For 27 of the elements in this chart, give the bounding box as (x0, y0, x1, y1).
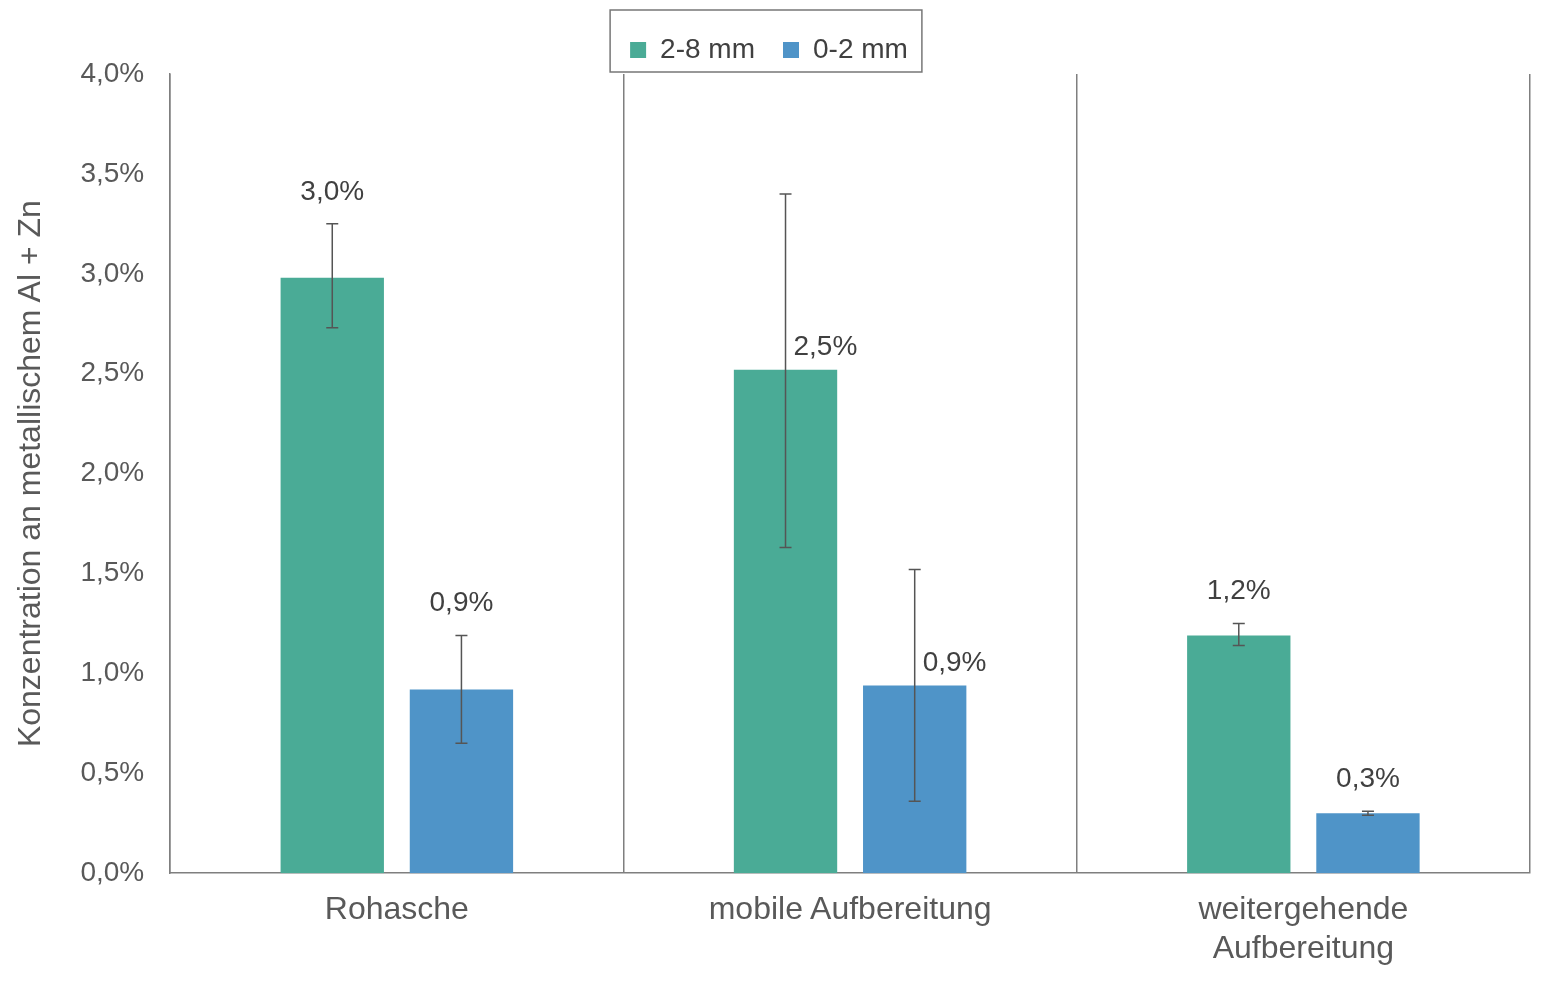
data-label: 0,3% (1336, 761, 1400, 793)
x-tick-label: mobile Aufbereitung (708, 890, 992, 927)
y-tick-label: 0,5% (80, 756, 145, 788)
legend-label: 0-2 mm (813, 32, 908, 64)
y-tick-label: 1,5% (80, 556, 145, 588)
data-label: 1,2% (1206, 574, 1271, 606)
data-label: 3,0% (300, 174, 365, 206)
y-tick-label: 0,0% (80, 855, 145, 887)
bar (409, 689, 514, 874)
bar (1187, 635, 1291, 874)
data-label: 0,9% (429, 586, 494, 618)
y-axis-title: Konzentration an metallischem Al + Zn (11, 200, 48, 748)
bar (863, 685, 967, 874)
y-tick-label: 3,0% (80, 256, 145, 288)
x-tick-label: Rohasche (324, 890, 469, 927)
data-label: 0,9% (922, 646, 987, 678)
y-tick-label: 1,0% (80, 656, 145, 688)
data-label: 2,5% (793, 330, 858, 362)
bar (1316, 813, 1420, 874)
bar (733, 369, 838, 874)
y-tick-label: 2,5% (80, 356, 145, 388)
x-tick-label: weitergehende Aufbereitung (1197, 890, 1409, 965)
y-tick-label: 4,0% (80, 56, 145, 88)
y-tick-label: 3,5% (80, 156, 145, 188)
y-tick-label: 2,0% (80, 456, 145, 488)
legend-label: 2-8 mm (660, 32, 756, 64)
bar (280, 277, 384, 874)
